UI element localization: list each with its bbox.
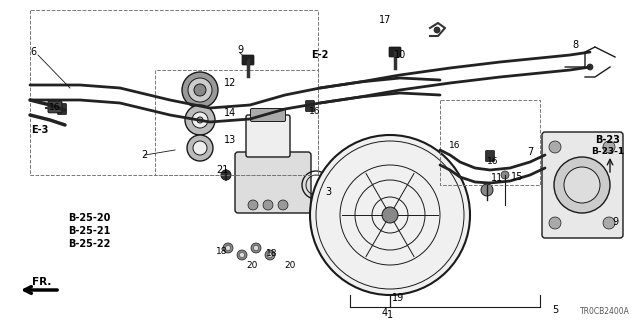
Circle shape [193,141,207,155]
Text: 8: 8 [572,40,578,50]
Text: 20: 20 [284,260,296,269]
Text: 12: 12 [224,78,236,88]
Circle shape [554,157,610,213]
Circle shape [223,243,233,253]
FancyBboxPatch shape [542,132,623,238]
Circle shape [197,117,203,123]
FancyBboxPatch shape [389,47,401,57]
Text: 6: 6 [30,47,36,57]
FancyBboxPatch shape [486,150,495,162]
Text: 11: 11 [491,173,503,183]
FancyBboxPatch shape [246,115,290,157]
Text: E-3: E-3 [31,125,49,135]
Circle shape [188,78,212,102]
Circle shape [549,217,561,229]
Circle shape [253,245,259,251]
Text: E-2: E-2 [311,50,329,60]
Text: 16: 16 [449,140,461,149]
Text: 17: 17 [379,15,391,25]
Circle shape [265,250,275,260]
Circle shape [382,207,398,223]
Circle shape [549,141,561,153]
Circle shape [248,200,258,210]
Text: 15: 15 [511,172,523,182]
Circle shape [268,252,273,258]
Circle shape [225,245,230,251]
Text: 10: 10 [394,50,406,60]
Circle shape [564,167,600,203]
Text: 21: 21 [216,165,228,175]
Circle shape [192,112,208,128]
Text: 16: 16 [49,103,61,113]
Circle shape [603,217,615,229]
Circle shape [239,252,244,258]
Text: 9: 9 [612,217,618,227]
Text: FR.: FR. [32,277,52,287]
Text: B-25-20: B-25-20 [68,213,110,223]
Circle shape [603,141,615,153]
Circle shape [185,105,215,135]
Text: TR0CB2400A: TR0CB2400A [580,308,630,316]
Text: 18: 18 [216,247,228,257]
Circle shape [587,64,593,70]
Circle shape [481,184,493,196]
Text: 7: 7 [527,147,533,157]
Text: 14: 14 [224,108,236,118]
FancyBboxPatch shape [305,100,314,112]
Text: 4: 4 [382,308,388,318]
Circle shape [237,250,247,260]
Text: 2: 2 [141,150,147,160]
Text: B-23: B-23 [596,135,620,145]
Circle shape [310,135,470,295]
FancyBboxPatch shape [48,101,62,113]
Text: 18: 18 [266,249,278,258]
FancyBboxPatch shape [235,152,311,213]
Circle shape [221,170,231,180]
Text: 16: 16 [309,108,321,116]
Text: B-23-1: B-23-1 [591,148,625,156]
Circle shape [434,27,440,33]
FancyBboxPatch shape [242,55,254,65]
Circle shape [187,135,213,161]
FancyBboxPatch shape [58,103,67,115]
Circle shape [194,84,206,96]
Circle shape [501,171,509,179]
Text: 9: 9 [237,45,243,55]
Text: B-25-22: B-25-22 [68,239,110,249]
Text: 3: 3 [325,187,331,197]
Text: 20: 20 [246,260,258,269]
Text: 13: 13 [224,135,236,145]
Text: 16: 16 [487,157,499,166]
Text: 5: 5 [552,305,558,315]
Circle shape [182,72,218,108]
Circle shape [263,200,273,210]
Text: B-25-21: B-25-21 [68,226,110,236]
Circle shape [278,200,288,210]
FancyBboxPatch shape [250,108,285,122]
Text: 1: 1 [387,310,393,320]
Circle shape [251,243,261,253]
Text: 19: 19 [392,293,404,303]
